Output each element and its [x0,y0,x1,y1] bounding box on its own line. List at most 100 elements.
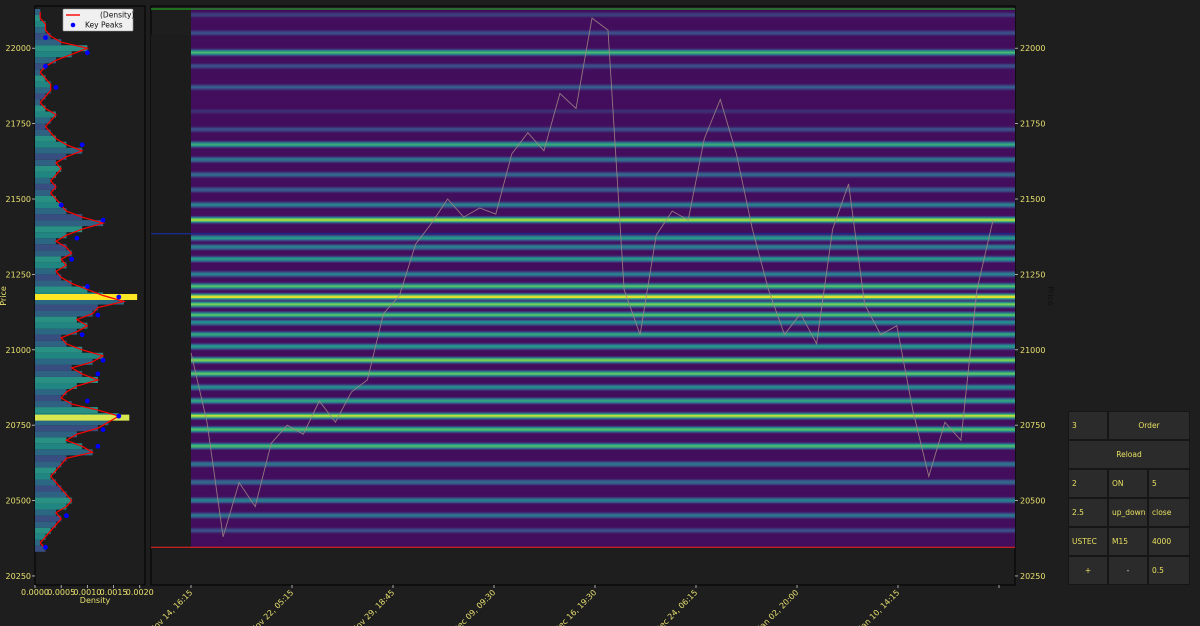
on-toggle-button[interactable]: ON [1108,469,1148,498]
heatmap-band [191,15,1015,17]
heatmap-band [191,115,1015,118]
close-mode-button[interactable]: close [1148,498,1190,527]
heatmap-band [191,96,1015,98]
heatmap-band [191,204,1015,207]
key-peak-marker [100,357,106,363]
heatmap-band [191,23,1015,26]
density-panel: 20250 20500 20750 21000 21250 21500 21750 22000… [0,5,154,605]
heatmap-band [191,9,1015,11]
heatmap-band [191,448,1015,450]
density-bar [35,388,67,396]
heatmap-band [191,369,1015,372]
heatmap-band [191,59,1015,62]
heatmap-band [191,122,1015,125]
heatmap-band [191,160,1015,162]
reload-button[interactable]: Reload [1068,440,1190,469]
heatmap-band [191,11,1015,14]
heatmap-band [191,146,1015,149]
heatmap-band [191,380,1015,383]
density-bar [35,141,67,148]
timeframe-field[interactable]: M15 [1108,527,1148,556]
density-bar [35,147,83,154]
heatmap-band [191,330,1015,332]
up-down-mode-button[interactable]: up_down [1108,498,1148,527]
heatmap-band [191,236,1015,238]
heatmap-band [191,494,1015,496]
heatmap-band [191,251,1015,254]
heatmap-band [191,484,1015,487]
heatmap-band [191,543,1015,546]
param-2-field[interactable]: 2 [1068,469,1108,498]
heatmap-band [191,80,1015,83]
heatmap-band [191,342,1015,344]
heatmap-band [191,211,1015,214]
symbol-field[interactable]: USTEC [1068,527,1108,556]
heatmap-band [191,224,1015,226]
heatmap-band [191,366,1015,368]
density-bar [35,370,83,377]
heatmap-band [191,390,1015,393]
heatmap-band [191,425,1015,428]
heatmap-band [191,127,1015,130]
bars-count-field[interactable]: 4000 [1148,527,1190,556]
heatmap-band [191,252,1015,255]
order-qty-field[interactable]: 3 [1068,411,1108,440]
heatmap-band [191,189,1015,191]
density-bar [35,425,98,432]
heatmap-band [191,79,1015,81]
key-peak-marker [43,544,48,550]
heatmap-band [191,371,1015,373]
heatmap-band [191,38,1015,40]
order-button[interactable]: Order [1108,411,1190,440]
param-5-field[interactable]: 5 [1148,469,1190,498]
heatmap-band [191,495,1015,498]
density-bar [35,99,41,106]
density-bar [35,407,98,414]
density-bar [35,93,46,100]
heatmap-band [191,234,1015,237]
heatmap-band [191,181,1015,184]
legend-peaks-swatch [70,22,76,28]
main-y-tick-label: 20500 [1020,497,1045,506]
decrement-button[interactable]: - [1108,556,1148,585]
param-2-5-field[interactable]: 2.5 [1068,498,1108,527]
density-bar [35,298,125,305]
heatmap-band [191,528,1015,530]
main-x-tick-label: Dec 09, 09:30 [451,588,497,626]
heatmap-band [191,284,1015,286]
heatmap-band [191,109,1015,112]
key-peak-marker [43,63,48,69]
heatmap-band [191,338,1015,341]
heatmap-band [191,158,1015,161]
increment-button[interactable]: + [1068,556,1108,585]
heatmap-band [191,506,1015,508]
heatmap-band [191,174,1015,177]
heatmap-band [191,501,1015,504]
heatmap-band [191,144,1015,147]
density-bar [35,123,46,130]
price-line [190,17,994,537]
density-highlight-bar [35,414,130,421]
density-y-tick-label: 22000 [6,44,31,53]
key-peak-marker [58,202,64,208]
heatmap-band [191,175,1015,178]
step-field[interactable]: 0.5 [1148,556,1190,585]
main-x-tick-label: Nov 29, 18:45 [350,588,396,626]
heatmap-band [191,268,1015,271]
density-bar [35,232,67,239]
heatmap-band [191,97,1015,99]
heatmap-band [191,373,1015,376]
density-x-axis-label: Density [80,596,111,605]
density-bar [35,105,46,112]
heatmap-band [191,289,1015,291]
heatmap-band [191,443,1015,446]
heatmap-band [191,82,1015,85]
heatmap-band [191,176,1015,179]
heatmap-band [191,103,1015,106]
density-bar [35,328,77,335]
heatmap-band [191,49,1015,51]
heatmap-band [191,442,1015,444]
heatmap-band [191,108,1015,110]
density-bar [35,238,56,245]
heatmap-band [191,166,1015,168]
